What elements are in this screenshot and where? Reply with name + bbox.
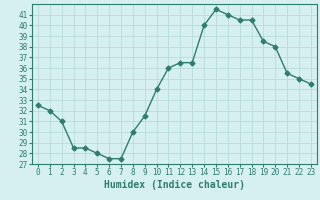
X-axis label: Humidex (Indice chaleur): Humidex (Indice chaleur): [104, 180, 245, 190]
